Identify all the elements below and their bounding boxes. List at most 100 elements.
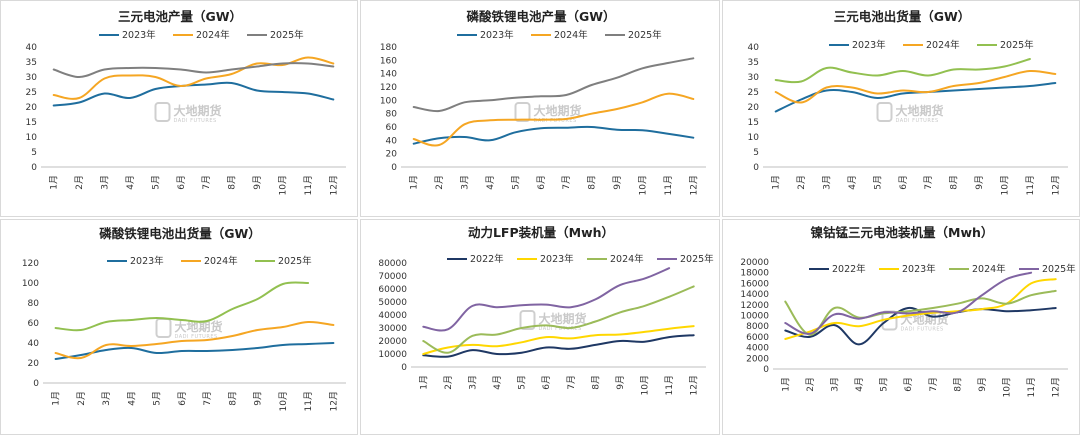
x-tick-label: 12月 (1050, 175, 1061, 195)
x-tick-label: 2月 (443, 375, 454, 390)
series-line-2023年 (54, 342, 335, 360)
x-tick-label: 4月 (847, 175, 858, 190)
legend-label: 2025年 (1042, 263, 1076, 275)
x-tick-label: 4月 (854, 377, 865, 392)
x-tick-label: 2月 (74, 175, 85, 190)
x-tick-label: 2月 (805, 377, 816, 392)
x-tick-label: 5月 (879, 377, 890, 392)
y-tick-label: 40000 (378, 311, 407, 321)
x-tick-label: 5月 (152, 391, 163, 406)
y-tick-label: 100 (380, 96, 397, 106)
y-tick-label: 60 (386, 123, 398, 133)
chart-title: 动力LFP装机量（Mwh） (468, 225, 614, 240)
legend-label: 2024年 (926, 39, 960, 51)
x-tick-label: 9月 (252, 175, 263, 190)
watermark-sub: DADI FUTURES (896, 118, 939, 124)
y-tick-label: 70000 (378, 272, 407, 282)
x-tick-label: 7月 (928, 377, 939, 392)
chart-title: 三元电池产量（GW） (118, 9, 242, 24)
x-tick-label: 9月 (612, 175, 623, 190)
x-tick-label: 9月 (615, 375, 626, 390)
x-tick-label: 3月 (100, 175, 111, 190)
legend-label: 2025年 (270, 29, 304, 41)
chart-panel-lfp-installed: 动力LFP装机量（Mwh） 大地期货 DADI FUTURES 0 10000 20000… (360, 219, 720, 435)
x-tick-label: 2月 (434, 175, 445, 190)
y-tick-label: 10 (26, 133, 38, 143)
x-tick-label: 6月 (176, 175, 187, 190)
y-tick-label: 40 (748, 43, 760, 53)
legend-label: 2025年 (680, 253, 714, 265)
legend-label: 2024年 (610, 253, 644, 265)
watermark-name: 大地期货 (896, 103, 944, 118)
x-tick-label: 5月 (150, 175, 161, 190)
x-tick-label: 11月 (664, 375, 675, 395)
y-tick-label: 5 (31, 148, 37, 158)
y-tick-label: 18000 (740, 269, 769, 279)
y-tick-label: 100 (22, 279, 39, 289)
y-tick-label: 14000 (740, 290, 769, 300)
y-tick-label: 20 (26, 103, 38, 113)
series-line-2025年 (412, 57, 695, 113)
watermark-name: 大地期货 (539, 311, 587, 326)
series-line-2024年 (412, 92, 695, 147)
y-tick-label: 80 (28, 299, 40, 309)
y-tick-label: 2000 (746, 354, 769, 364)
y-tick-label: 15 (748, 118, 759, 128)
watermark-icon (519, 310, 536, 330)
x-tick-label: 11月 (1026, 377, 1037, 397)
y-tick-label: 40 (386, 136, 398, 146)
chart-panel-ncm-installed: 镍钴锰三元电池装机量（Mwh） 大地期货 DADI FUTURES 0 2000 4000… (722, 219, 1080, 435)
watermark-name: 大地期货 (174, 103, 222, 118)
series-line-2025年 (784, 271, 1033, 335)
y-tick-label: 0 (401, 363, 407, 373)
series-line-2022年 (422, 334, 695, 358)
watermark-icon (154, 102, 171, 122)
x-tick-label: 8月 (587, 175, 598, 190)
x-tick-label: 6月 (177, 391, 188, 406)
x-tick-label: 11月 (303, 175, 314, 195)
chart-panel-lfp-production: 磷酸铁锂电池产量（GW） 大地期货 DADI FUTURES 0 20 40 60 80 100… (360, 0, 720, 217)
y-tick-label: 0 (33, 379, 39, 389)
chart-panel-ncm-shipment: 三元电池出货量（GW） 大地期货 DADI FUTURES 0 5 10 15 20 25 30 3… (722, 0, 1080, 217)
x-tick-label: 7月 (566, 375, 577, 390)
x-tick-label: 3月 (822, 175, 833, 190)
x-tick-label: 12月 (328, 391, 339, 411)
x-tick-label: 10月 (277, 175, 288, 195)
y-tick-label: 16000 (740, 279, 769, 289)
x-tick-label: 12月 (1051, 377, 1062, 397)
x-tick-label: 10月 (1002, 377, 1013, 397)
x-tick-label: 4月 (485, 175, 496, 190)
y-tick-label: 20 (386, 150, 398, 160)
y-tick-label: 120 (380, 83, 397, 93)
y-tick-label: 20 (28, 359, 40, 369)
watermark-icon (514, 102, 531, 122)
y-tick-label: 8000 (746, 322, 769, 332)
y-tick-label: 10 (748, 133, 760, 143)
y-tick-label: 80 (386, 110, 398, 120)
x-tick-label: 10月 (640, 375, 651, 395)
y-tick-label: 5 (753, 148, 759, 158)
watermark-icon (876, 102, 893, 122)
series-line-2023年 (422, 325, 695, 355)
x-tick-label: 7月 (923, 175, 934, 190)
x-tick-label: 8月 (952, 377, 963, 392)
x-tick-label: 12月 (328, 175, 339, 195)
watermark-name: 大地期货 (175, 319, 223, 334)
x-tick-label: 1月 (780, 377, 791, 392)
series-line-2025年 (774, 58, 1031, 84)
watermark-sub: DADI FUTURES (901, 327, 944, 333)
watermark-name: 大地期货 (534, 103, 582, 118)
y-tick-label: 40 (28, 339, 40, 349)
series-line-2024年 (784, 289, 1057, 336)
y-tick-label: 60 (28, 319, 40, 329)
x-tick-label: 2月 (76, 391, 87, 406)
x-tick-label: 4月 (492, 375, 503, 390)
x-tick-label: 11月 (303, 391, 314, 411)
legend-label: 2025年 (1000, 39, 1034, 51)
chart-title: 镍钴锰三元电池装机量（Mwh） (811, 225, 994, 240)
x-tick-label: 1月 (51, 391, 62, 406)
x-tick-label: 12月 (689, 375, 700, 395)
